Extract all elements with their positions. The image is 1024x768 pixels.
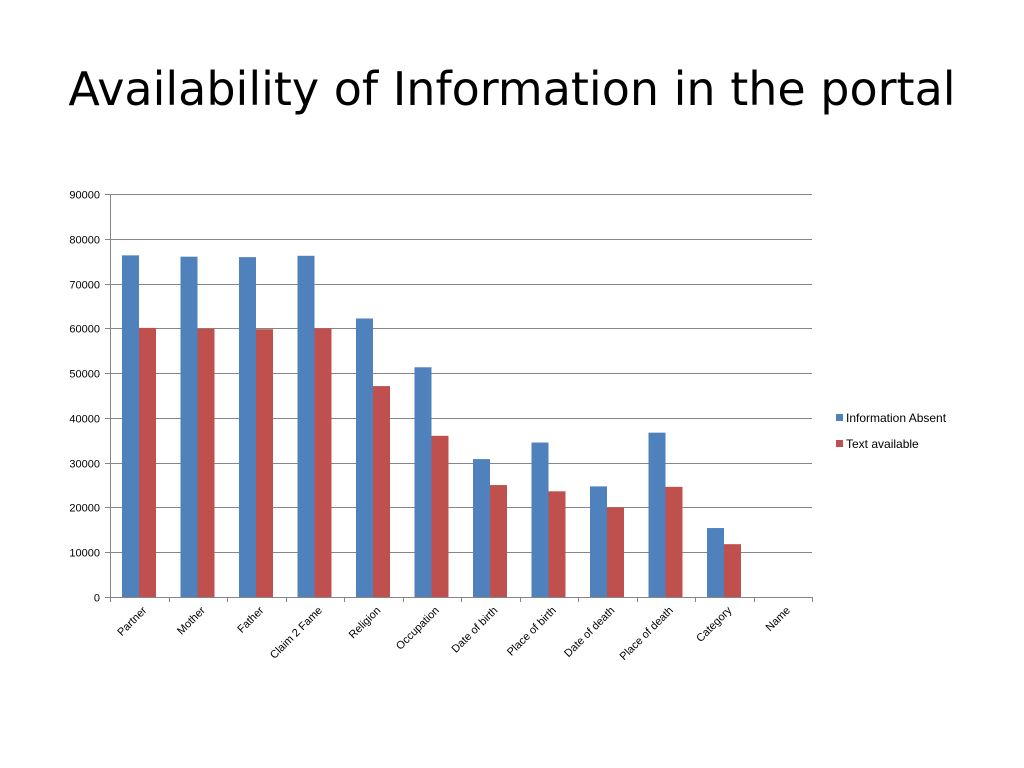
y-tick-label: 80000 (69, 235, 100, 247)
legend-swatch (836, 414, 843, 421)
legend-swatch (836, 440, 843, 447)
slide-title: Availability of Information in the porta… (68, 62, 956, 116)
y-tick-label: 90000 (69, 190, 100, 202)
bar-information-absent (648, 432, 666, 597)
x-tick-label: Mother (175, 604, 208, 637)
bar-information-absent (180, 256, 198, 597)
bar-text-available (139, 327, 156, 597)
y-tick-label: 50000 (69, 369, 100, 381)
bar-information-absent (239, 257, 256, 597)
x-tick-label: Date of death (562, 605, 617, 660)
bar-text-available (256, 329, 273, 597)
bar-information-absent (356, 318, 373, 597)
bar-text-available (373, 386, 390, 597)
y-tick-label: 20000 (69, 503, 100, 515)
legend-label: Information Absent (846, 411, 947, 425)
chart-legend: Information Absent Text available (836, 411, 947, 451)
bar-text-available (314, 328, 332, 597)
bar-text-available (548, 491, 566, 597)
y-tick-label: 0 (94, 593, 100, 605)
x-tick-label: Occupation (394, 605, 442, 653)
y-tick-label: 70000 (69, 280, 100, 292)
bar-text-available (724, 544, 741, 597)
bar-text-available (490, 485, 507, 597)
y-tick-label: 10000 (69, 548, 100, 560)
legend-label: Text available (846, 437, 919, 451)
bar-text-available (197, 328, 215, 597)
y-tick-label: 30000 (69, 459, 100, 471)
x-axis-tick-labels: Partner Mother Father Claim 2 Fame Religion O… (115, 604, 792, 663)
bar-information-absent (531, 442, 549, 597)
bar-text-available (607, 507, 624, 597)
bar-information-absent (297, 255, 315, 597)
x-tick-label: Date of birth (450, 605, 501, 656)
bar-text-available (431, 435, 449, 597)
x-tick-label: Name (764, 605, 793, 634)
y-axis-tick-labels: 0 10000 20000 30000 40000 50000 60000 70000 8000… (69, 190, 100, 605)
y-tick-label: 40000 (69, 414, 100, 426)
chart-gridlines (110, 194, 812, 553)
bar-information-absent (414, 367, 432, 597)
bar-text-available (665, 486, 683, 597)
x-tick-label: Place of death (618, 605, 676, 663)
chart-bars (122, 255, 741, 597)
chart-axes (105, 194, 813, 602)
bar-information-absent (473, 459, 490, 597)
bar-information-absent (122, 255, 139, 597)
x-tick-label: Religion (347, 605, 384, 642)
x-tick-label: Partner (115, 604, 149, 638)
x-tick-label: Claim 2 Fame (268, 605, 325, 662)
bar-information-absent (707, 528, 724, 597)
bar-information-absent (590, 486, 607, 597)
x-tick-label: Place of birth (505, 605, 559, 659)
y-tick-label: 60000 (69, 324, 100, 336)
x-tick-label: Father (235, 604, 266, 635)
x-tick-label: Category (694, 604, 734, 644)
